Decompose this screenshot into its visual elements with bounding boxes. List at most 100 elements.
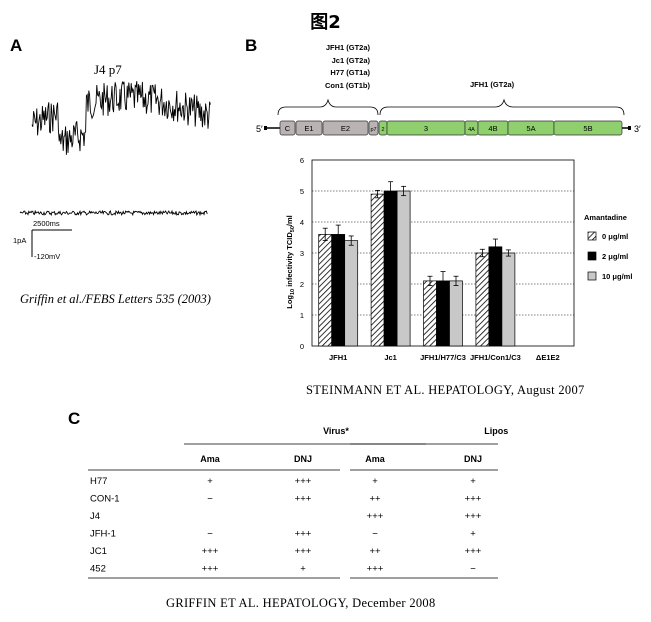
- trace-title: J4 p7: [94, 62, 122, 77]
- genome-segment: [553, 120, 623, 136]
- category-label: JFH1: [329, 353, 347, 362]
- col-header: Ama: [365, 454, 386, 464]
- bar: [501, 252, 516, 347]
- row-label: JFH-1: [90, 529, 116, 540]
- panel-b-citation: STEINMANN ET AL. HEPATOLOGY, August 2007: [306, 383, 585, 397]
- genome-segment-label: C: [285, 124, 291, 133]
- construct-label: Con1 (GT1b): [325, 80, 370, 90]
- bar: [318, 234, 333, 347]
- five-prime-label: 5′: [256, 124, 263, 134]
- channel-trace-figure: [19, 80, 211, 257]
- legend-label: 2 μg/ml: [602, 252, 628, 261]
- channel-trace-open: [31, 80, 211, 155]
- table-cell: +++: [465, 511, 482, 522]
- table-cell: −: [207, 529, 213, 540]
- scale-current-label: 1pA: [13, 236, 27, 245]
- figure-title: 图2: [310, 12, 341, 33]
- y-tick-label: 4: [300, 218, 304, 227]
- table-cell: +++: [367, 511, 384, 522]
- genome-segment: [279, 120, 296, 136]
- scale-time-label: 2500ms: [33, 219, 60, 228]
- bar: [344, 240, 359, 347]
- row-label: CON-1: [90, 494, 120, 505]
- table-cell: ++: [369, 494, 381, 505]
- table-cell: +: [470, 476, 476, 487]
- y-tick-label: 6: [300, 156, 304, 165]
- table-cell: +++: [465, 546, 482, 557]
- table-cell: +: [207, 476, 213, 487]
- bar: [488, 246, 503, 347]
- y-axis-label: Log10 infectivity TCID50/ml: [285, 215, 296, 309]
- legend-title: Amantadine: [584, 213, 627, 222]
- table-cell: +++: [295, 494, 312, 505]
- panel-c-label: C: [68, 409, 81, 428]
- genome-segment-label: E1: [304, 124, 313, 133]
- genome-segment-label: 3: [424, 124, 428, 133]
- genome-segment-label: 5A: [526, 124, 535, 133]
- legend-swatch: [587, 231, 597, 241]
- bar: [423, 280, 437, 347]
- table-cell: ++: [369, 546, 381, 557]
- genome-segment-label: 5B: [583, 124, 592, 133]
- table-cell: +++: [465, 494, 482, 505]
- construct-label: H77 (GT1a): [330, 68, 370, 77]
- y-tick-label: 2: [300, 280, 304, 289]
- y-tick-label: 3: [300, 249, 304, 258]
- legend-swatch: [587, 271, 597, 281]
- y-tick-label: 0: [300, 342, 304, 351]
- col-header: Ama: [200, 454, 221, 464]
- bar: [449, 280, 463, 347]
- table-cell: −: [207, 494, 213, 505]
- channel-trace-baseline: [19, 209, 208, 217]
- bar: [331, 234, 346, 347]
- bar: [396, 190, 411, 347]
- table-cell: +++: [367, 564, 384, 575]
- col-header: DNJ: [294, 454, 312, 464]
- table-cell: +: [470, 529, 476, 540]
- row-label: 452: [90, 564, 106, 575]
- row-label: H77: [90, 476, 107, 487]
- genome-segment-label: p7: [370, 127, 376, 133]
- construct-label: JFH1 (GT2a): [325, 43, 370, 52]
- y-tick-label: 5: [300, 187, 304, 196]
- table-cell: +: [372, 476, 378, 487]
- table-cell: +++: [295, 476, 312, 487]
- genome-segment: [368, 120, 379, 136]
- panel-c-citation: GRIFFIN ET AL. HEPATOLOGY, December 2008: [166, 596, 436, 610]
- category-label: JFH1/H77/C3: [420, 353, 466, 362]
- row-label: J4: [90, 511, 100, 522]
- bar: [383, 190, 398, 347]
- legend-swatch: [587, 251, 597, 261]
- genome-segment-label: 4B: [488, 124, 497, 133]
- results-table: Virus* Liposome† Ama DNJ Ama DNJ H77++++…: [88, 426, 508, 579]
- genome-map: 5′ 3′ C E1 E2 p7 2 3 4A 4B 5A 5B: [256, 98, 641, 136]
- panel-b-label: B: [245, 36, 258, 55]
- table-cell: +++: [295, 546, 312, 557]
- genome-segment: [322, 120, 369, 136]
- panel-a-citation: Griffin et al./FEBS Letters 535 (2003): [20, 292, 211, 306]
- table-cell: −: [372, 529, 378, 540]
- infectivity-chart: Log10 infectivity TCID50/ml 0 1 2 3 4 5 6 JFH1…: [285, 156, 632, 362]
- bar: [436, 280, 450, 347]
- table-cell: +++: [202, 546, 219, 557]
- group-virus-label: Virus*: [323, 426, 349, 436]
- table-cell: +++: [202, 564, 219, 575]
- three-prime-label: 3′: [634, 124, 641, 134]
- category-label: JFH1/Con1/C3: [470, 353, 521, 362]
- brace-right: [379, 98, 625, 116]
- genome-segment-label: 4A: [468, 127, 475, 133]
- scale-voltage-label: -120mV: [34, 252, 61, 261]
- y-tick-label: 1: [300, 311, 304, 320]
- genome-segment: [295, 120, 323, 136]
- bar: [475, 252, 490, 347]
- bar: [370, 193, 385, 347]
- right-construct-label: JFH1 (GT2a): [470, 80, 515, 89]
- legend-label: 0 μg/ml: [602, 232, 628, 241]
- legend-label: 10 μg/ml: [602, 272, 632, 281]
- brace-left: [277, 98, 379, 116]
- panel-a-label: A: [10, 36, 23, 55]
- col-header: DNJ: [464, 454, 482, 464]
- genome-segment-label: E2: [341, 124, 350, 133]
- category-label: Jc1: [384, 353, 397, 362]
- category-label: ΔE1E2: [536, 353, 560, 362]
